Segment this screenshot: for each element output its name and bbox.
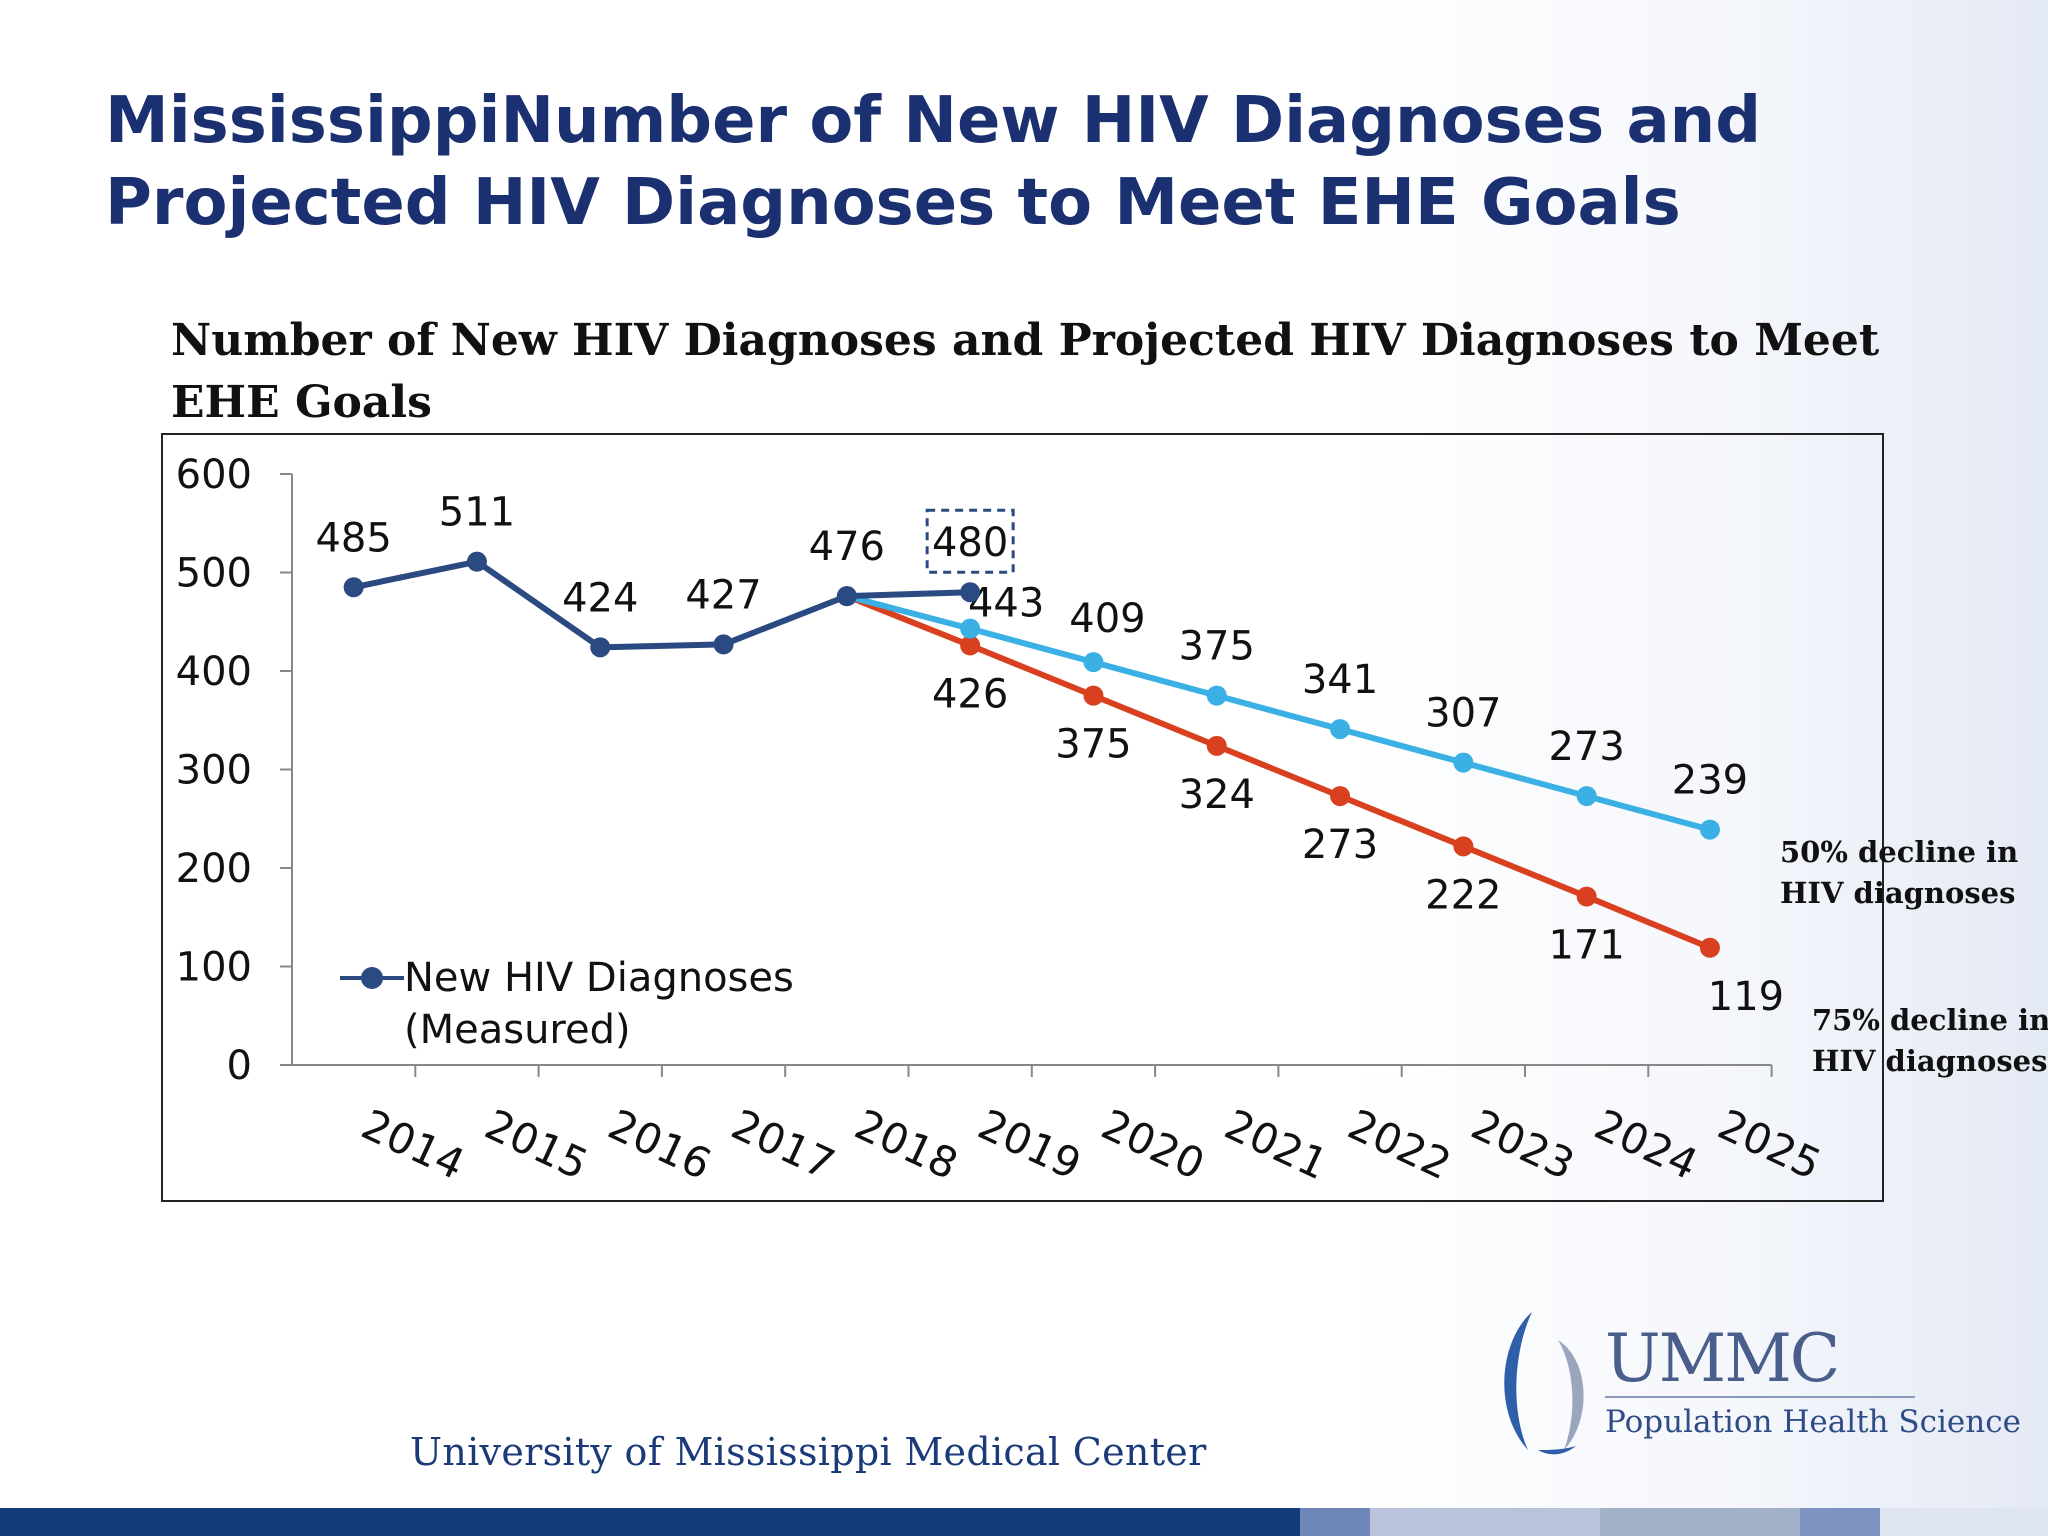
- data-point-projected_75: [960, 635, 981, 656]
- data-label-projected_75: 324: [1179, 772, 1255, 818]
- x-tick-label: 2021: [1218, 1100, 1336, 1190]
- x-tick-label: 2014: [354, 1100, 472, 1190]
- legend-marker: [361, 967, 383, 989]
- slide-title: MississippiNumber of New HIV Diagnoses a…: [105, 84, 1761, 240]
- y-tick-label: 200: [176, 846, 252, 892]
- data-point-projected_75: [1576, 886, 1597, 907]
- data-label-projected_50: 307: [1425, 691, 1501, 737]
- data-point-measured: [960, 582, 981, 603]
- data-label-projected_75: 171: [1548, 923, 1624, 969]
- highlight-box: [925, 508, 1015, 574]
- x-tick-label: 2018: [848, 1100, 966, 1190]
- data-label-measured: 424: [562, 575, 638, 621]
- data-label-measured: 511: [439, 490, 515, 536]
- y-tick-label: 100: [176, 945, 252, 991]
- x-tick-label: 2022: [1341, 1100, 1459, 1190]
- series-line-measured: [353, 558, 971, 651]
- data-point-measured: [713, 634, 734, 655]
- data-label-projected_50: 443: [968, 581, 1044, 627]
- data-label-projected_75: 222: [1425, 872, 1501, 918]
- data-point-projected_50: [1083, 652, 1104, 673]
- legend-label: New HIV Diagnoses (Measured): [404, 955, 794, 1053]
- data-label-projected_50: 409: [1069, 596, 1145, 642]
- data-point-projected_75: [1206, 735, 1227, 756]
- data-point-projected_50: [1576, 786, 1597, 807]
- chart-title: Number of New HIV Diagnoses and Projecte…: [171, 315, 1880, 428]
- footer-organization: University of Mississippi Medical Center: [410, 1430, 1207, 1474]
- data-point-projected_50: [960, 618, 981, 639]
- data-point-measured: [836, 586, 857, 607]
- data-label-projected_50: 239: [1672, 758, 1748, 804]
- footer-bar-segment: [1300, 1508, 1370, 1536]
- data-label-projected_75: 426: [932, 671, 1008, 717]
- data-point-projected_50: [1699, 819, 1720, 840]
- note-75-percent-decline: 75% decline in HIV diagnoses: [1812, 1003, 2048, 1078]
- data-point-projected_75: [1083, 685, 1104, 706]
- x-tick-label: 2019: [971, 1100, 1089, 1190]
- footer-bar-segment: [1370, 1508, 1600, 1536]
- series-line-projected_50: [846, 593, 1711, 833]
- x-tick-label: 2024: [1587, 1100, 1705, 1190]
- data-point-measured: [343, 577, 364, 598]
- x-tick-label: 2025: [1711, 1100, 1829, 1190]
- x-tick-label: 2020: [1094, 1100, 1212, 1190]
- x-tick-label: 2017: [724, 1100, 842, 1190]
- data-label-projected_75: 375: [1055, 722, 1131, 768]
- footer-bar-segment: [1800, 1508, 1880, 1536]
- y-tick-label: 600: [176, 452, 252, 498]
- footer-bar: [0, 1508, 2048, 1536]
- x-tick-label: 2015: [478, 1100, 596, 1190]
- ummc-logo-icon: [1504, 1312, 1584, 1455]
- logo-subtitle: Population Health Science: [1605, 1404, 2021, 1440]
- data-point-measured: [466, 551, 487, 572]
- data-label-measured: 476: [809, 524, 885, 570]
- data-label-measured: 485: [315, 515, 391, 561]
- data-point-projected_75: [1453, 836, 1474, 857]
- data-label-projected_50: 341: [1302, 657, 1378, 703]
- chart-frame: [161, 433, 1884, 1202]
- data-label-measured: 480: [932, 520, 1008, 566]
- y-tick-label: 0: [227, 1043, 252, 1089]
- data-point-projected_50: [1453, 752, 1474, 773]
- y-tick-label: 300: [176, 748, 252, 794]
- data-label-projected_75: 273: [1302, 822, 1378, 868]
- y-tick-label: 400: [176, 649, 252, 695]
- logo-wordmark: UMMC: [1605, 1320, 1840, 1397]
- data-point-projected_50: [1330, 719, 1351, 740]
- series-line-projected_75: [845, 593, 1712, 951]
- data-label-projected_50: 375: [1179, 624, 1255, 670]
- ummc-logo: UMMC Population Health Science: [1480, 1300, 2021, 1460]
- data-point-projected_75: [1330, 786, 1351, 807]
- data-point-projected_50: [1206, 685, 1227, 706]
- footer-bar-segment: [1600, 1508, 1800, 1536]
- note-50-percent-decline: 50% decline in HIV diagnoses: [1780, 835, 2019, 910]
- y-tick-label: 500: [176, 551, 252, 597]
- data-label-projected_75: 119: [1708, 974, 1784, 1020]
- data-label-measured: 427: [685, 572, 761, 618]
- data-point-projected_75: [1699, 937, 1720, 958]
- x-tick-label: 2023: [1464, 1100, 1582, 1190]
- logo-divider: [1605, 1396, 1915, 1398]
- x-tick-label: 2016: [601, 1100, 719, 1190]
- footer-bar-segment: [1880, 1508, 2048, 1536]
- data-label-projected_50: 273: [1548, 724, 1624, 770]
- data-point-measured: [590, 637, 611, 658]
